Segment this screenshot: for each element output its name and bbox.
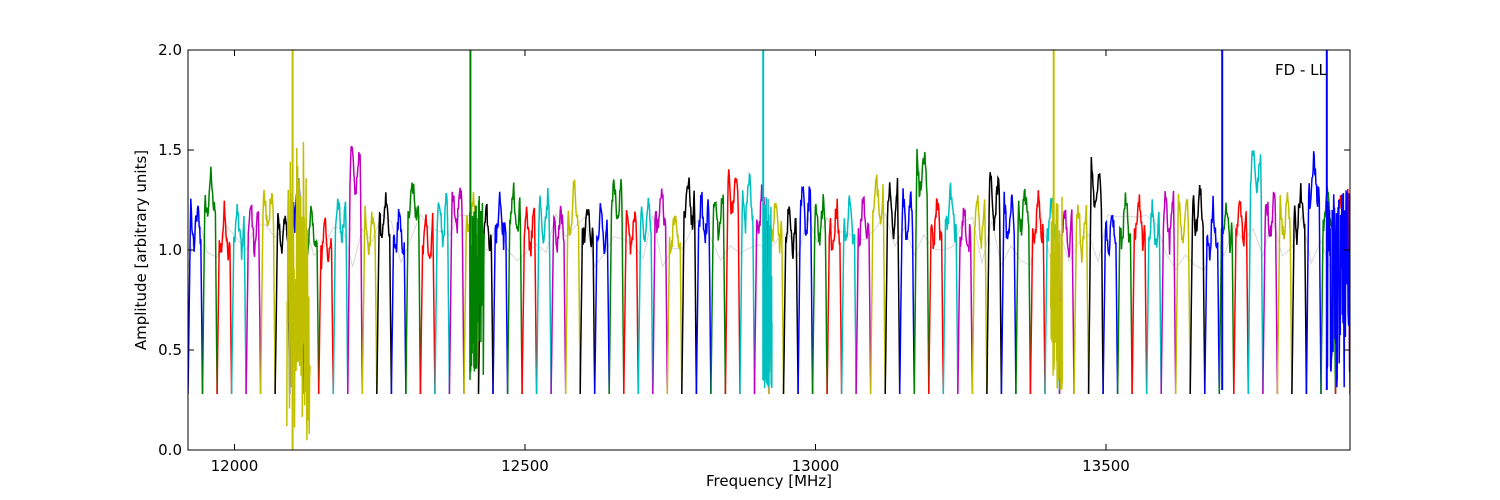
- channel-curve: [361, 205, 378, 395]
- channel-curve: [1000, 191, 1017, 395]
- channel-curve: [1073, 204, 1090, 395]
- channel-curve: [1029, 190, 1046, 395]
- channel-curve: [535, 187, 552, 395]
- noise-region-line: [762, 197, 773, 389]
- channel-curve: [1116, 192, 1133, 395]
- channel-curve: [855, 196, 872, 395]
- channel-curve: [1145, 199, 1162, 395]
- channel-curve: [593, 203, 610, 395]
- channel-curve: [739, 171, 756, 395]
- channel-curve: [1174, 193, 1191, 395]
- channel-curve: [419, 212, 436, 395]
- channel-curve: [608, 179, 625, 395]
- channel-curve: [216, 200, 233, 395]
- channel-curve: [652, 188, 669, 395]
- channel-curve: [376, 192, 393, 395]
- y-axis: 0.0 0.5 1.0 1.5 2.0: [158, 41, 1350, 459]
- channel-curve: [579, 208, 596, 395]
- channel-curve: [521, 206, 538, 395]
- channel-curve: [710, 194, 727, 395]
- channel-curve: [390, 208, 407, 395]
- x-tick-label: 12500: [501, 457, 549, 475]
- channel-curve: [230, 203, 247, 395]
- channel-curve: [405, 182, 422, 395]
- channel-curve: [1305, 151, 1322, 395]
- channel-curve: [826, 198, 843, 395]
- annotation-label: FD - LL: [1275, 61, 1327, 79]
- channel-curve: [957, 207, 974, 395]
- channel-curve: [492, 191, 509, 395]
- channel-curve: [884, 177, 901, 395]
- noise-region-line: [286, 142, 311, 441]
- channel-curve: [986, 172, 1003, 395]
- channel-curve: [550, 205, 567, 395]
- channel-curve: [1204, 195, 1221, 395]
- y-tick-label: 1.5: [158, 141, 182, 159]
- channel-curve: [1015, 188, 1032, 395]
- channel-curve: [637, 197, 654, 395]
- noise-region-line: [469, 195, 486, 380]
- channel-curve: [695, 191, 712, 395]
- channel-curve: [317, 217, 335, 395]
- x-tick-label: 12000: [211, 457, 259, 475]
- channel-curve: [1102, 214, 1119, 395]
- channel-curve: [347, 145, 364, 395]
- channel-curve: [840, 195, 857, 395]
- channel-curve: [1291, 183, 1308, 395]
- channel-curve: [564, 179, 581, 395]
- channel-curve: [898, 188, 916, 395]
- y-tick-label: 2.0: [158, 41, 182, 59]
- channel-curve: [971, 195, 988, 395]
- channel-curve: [869, 174, 886, 395]
- noise-region-line: [1050, 194, 1064, 390]
- channel-curve: [1233, 199, 1250, 395]
- channel-curve: [666, 215, 683, 395]
- channel-curve: [811, 194, 828, 395]
- channel-curve: [188, 198, 204, 395]
- channel-curve: [1276, 192, 1293, 395]
- plot-series: [188, 50, 1350, 450]
- channel-curve: [448, 187, 465, 395]
- channel-curve: [1262, 191, 1279, 395]
- channel-curve: [1131, 194, 1148, 395]
- x-tick-label: 13500: [1082, 457, 1130, 475]
- channel-curve: [1189, 184, 1206, 395]
- y-tick-label: 0.5: [158, 341, 182, 359]
- y-axis-label: Amplitude [arbitrary units]: [132, 150, 150, 350]
- y-tick-label: 0.0: [158, 441, 182, 459]
- channel-curve: [201, 166, 218, 395]
- channel-curve: [913, 148, 930, 395]
- channel-curve: [942, 182, 959, 395]
- channel-curve: [506, 182, 523, 395]
- channel-curve: [681, 177, 698, 395]
- x-axis: 12000 12500 13000 13500: [211, 50, 1130, 475]
- channel-curve: [434, 192, 451, 395]
- noise-region-line: [1326, 190, 1350, 388]
- channel-curve: [259, 189, 276, 395]
- channel-curve: [1087, 156, 1104, 395]
- x-tick-label: 13000: [792, 457, 840, 475]
- channel-curve: [928, 198, 945, 395]
- channel-curve: [724, 169, 741, 395]
- channel-curve: [1160, 190, 1177, 395]
- channel-curve: [623, 209, 640, 395]
- channel-curve: [245, 204, 262, 395]
- channel-curve: [797, 185, 814, 395]
- channel-curve: [782, 206, 799, 395]
- channel-curve: [332, 198, 349, 395]
- y-tick-label: 1.0: [158, 241, 182, 259]
- channel-curve: [1247, 150, 1264, 395]
- x-axis-label: Frequency [MHz]: [706, 472, 832, 490]
